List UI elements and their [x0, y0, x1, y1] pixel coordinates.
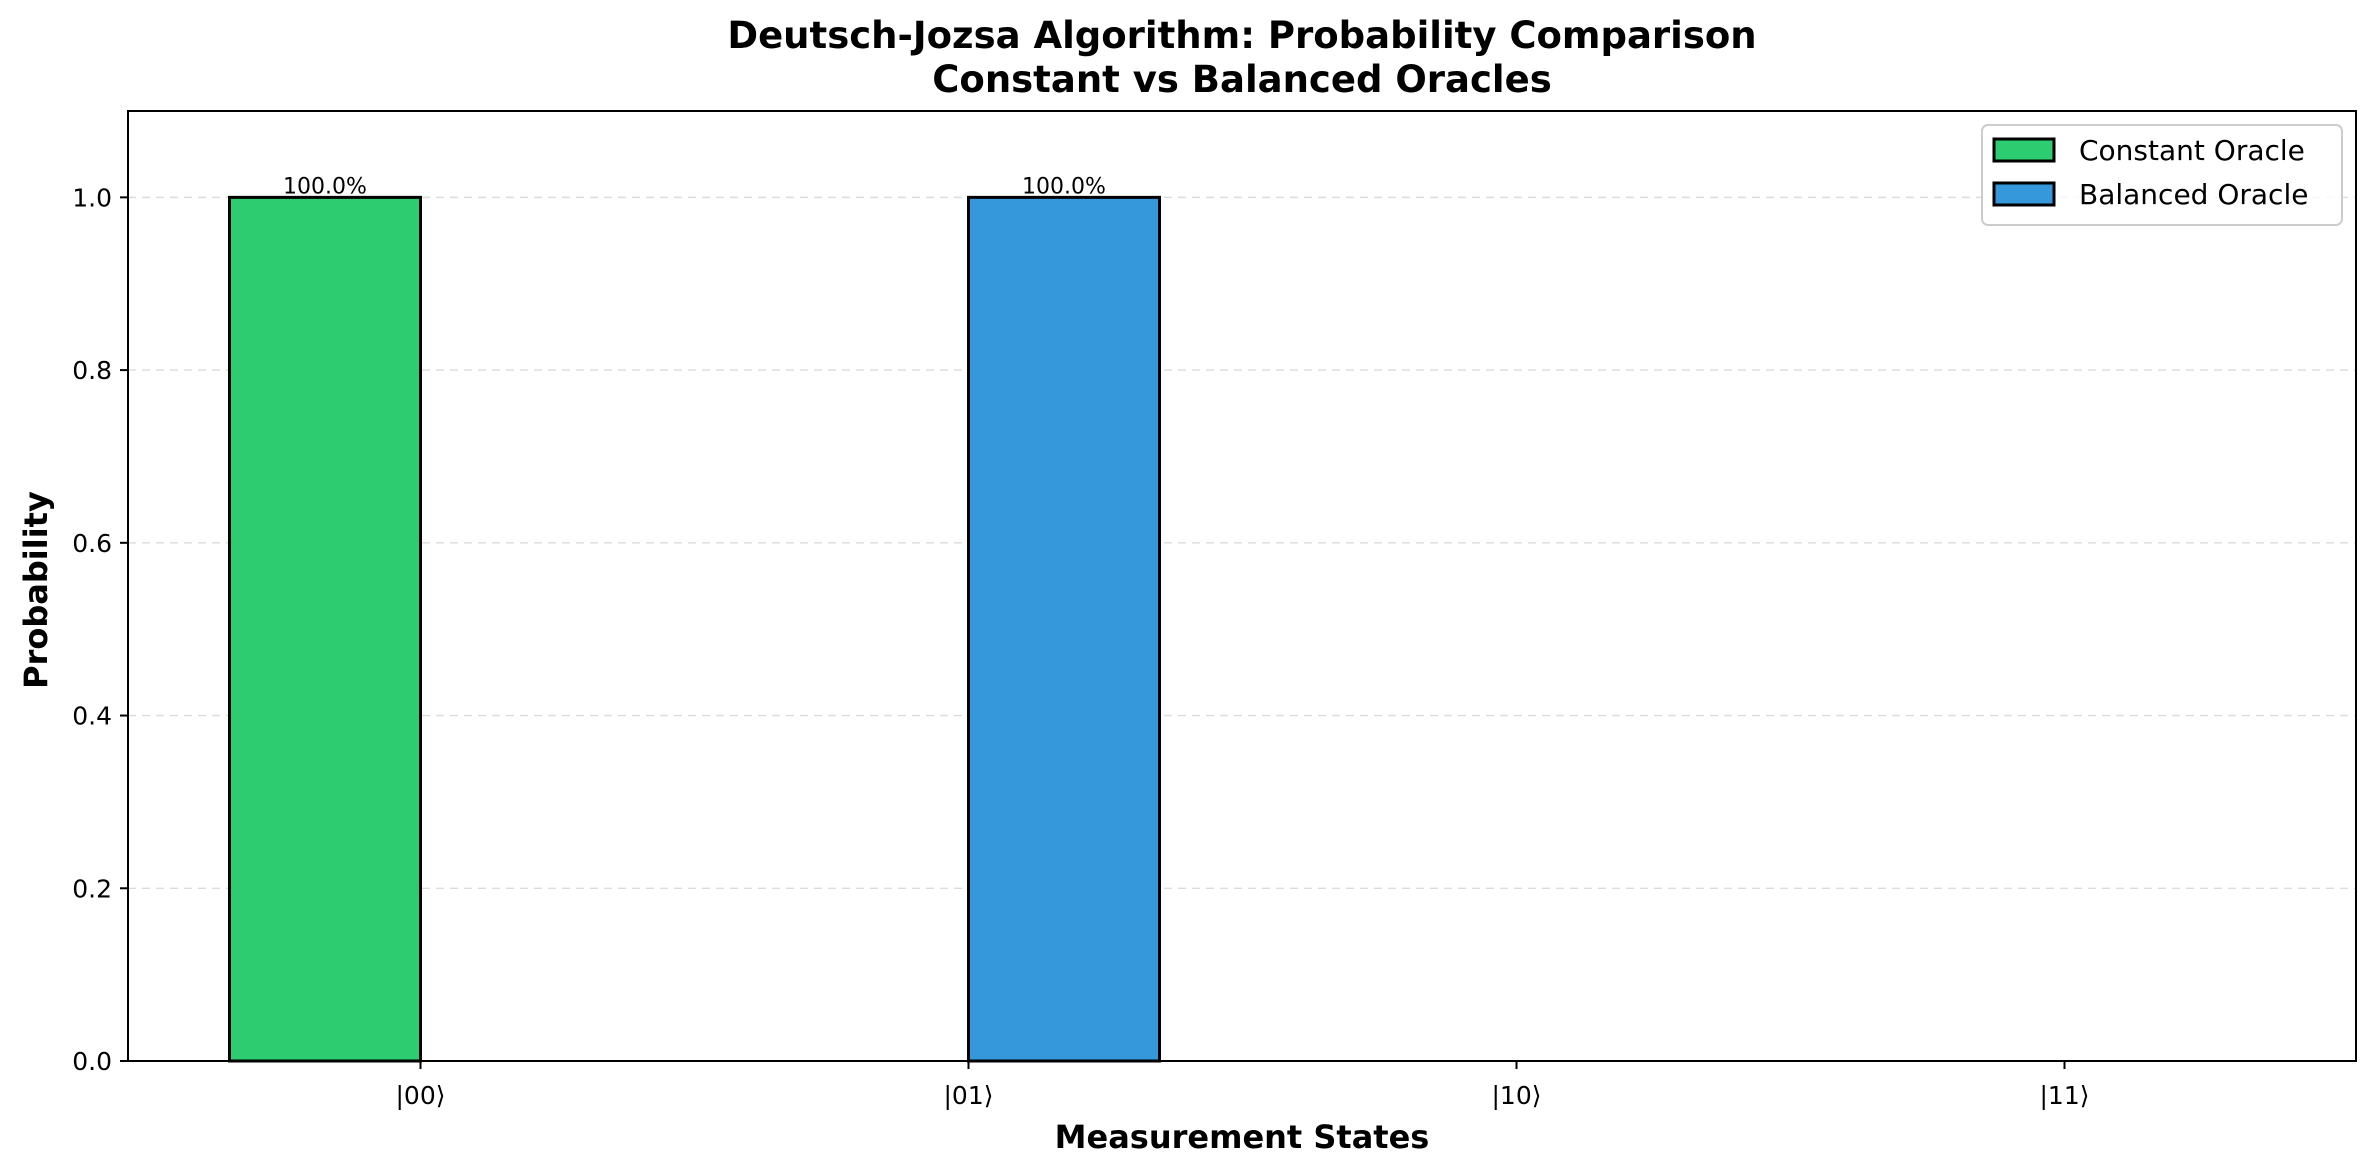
x-axis-ticks: |00⟩ |01⟩ |10⟩ |11⟩: [396, 1061, 2090, 1110]
y-tick-label: 1.0: [72, 183, 112, 212]
legend-label-balanced: Balanced Oracle: [2079, 178, 2308, 211]
legend-swatch-constant: [1992, 137, 2056, 163]
bar-value-label: 100.0%: [283, 174, 367, 199]
x-tick-label: |01⟩: [944, 1081, 994, 1110]
legend-swatch-balanced: [1992, 181, 2056, 207]
bar-labels: 100.0% 100.0%: [283, 174, 1106, 199]
y-axis-label: Probability: [17, 491, 55, 689]
plot-frame: [127, 110, 2357, 1062]
legend-label-constant: Constant Oracle: [2079, 134, 2305, 167]
y-axis-ticks: 0.0 0.2 0.4 0.6 0.8 1.0: [72, 183, 128, 1076]
bars: [228, 195, 1161, 1063]
legend: Constant Oracle Balanced Oracle: [1981, 124, 2343, 226]
bar-value-label: 100.0%: [1022, 174, 1106, 199]
y-tick-label: 0.2: [72, 874, 112, 903]
y-tick-label: 0.4: [72, 702, 112, 731]
y-tick-label: 0.0: [72, 1047, 112, 1076]
x-axis-label: Measurement States: [1055, 1118, 1430, 1156]
gridlines: [128, 196, 2356, 889]
chart-title-line-2: Constant vs Balanced Oracles: [932, 58, 1551, 101]
x-tick-label: |11⟩: [2040, 1081, 2090, 1110]
legend-frame: [1981, 124, 2343, 226]
bar-balanced-oracle: [967, 195, 1161, 1063]
x-tick-label: |00⟩: [396, 1081, 446, 1110]
chart-title-line-1: Deutsch-Jozsa Algorithm: Probability Com…: [727, 14, 1756, 57]
x-tick-label: |10⟩: [1492, 1081, 1542, 1110]
bar-constant-oracle: [228, 195, 422, 1063]
y-tick-label: 0.6: [72, 529, 112, 558]
y-tick-label: 0.8: [72, 356, 112, 385]
